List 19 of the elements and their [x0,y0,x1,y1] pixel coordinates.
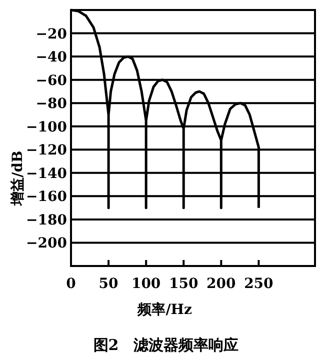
x-tick-label: 200 [206,276,236,292]
y-axis-title: 增益/dB [10,150,26,206]
y-tick-label: −140 [26,166,68,182]
x-tick-label: 100 [131,276,161,292]
y-tick-label: −40 [36,50,68,66]
x-axis-title: 频率/Hz [136,301,192,318]
x-tick-label: 150 [169,276,198,292]
y-tick-label: −180 [26,212,68,228]
x-tick-label: 50 [98,276,119,292]
x-tick-label: 0 [66,276,76,292]
y-tick-label: −160 [26,189,68,206]
x-tick-label: 250 [244,276,274,292]
y-tick-label: −100 [26,119,68,136]
y-tick-label: −80 [36,96,68,112]
y-tick-label: −20 [36,26,68,42]
y-tick-label: −120 [26,142,68,159]
y-tick-label: −200 [26,236,68,252]
caption: 图2 滤波器频率响应 [93,336,239,354]
y-tick-label: −60 [36,72,68,89]
